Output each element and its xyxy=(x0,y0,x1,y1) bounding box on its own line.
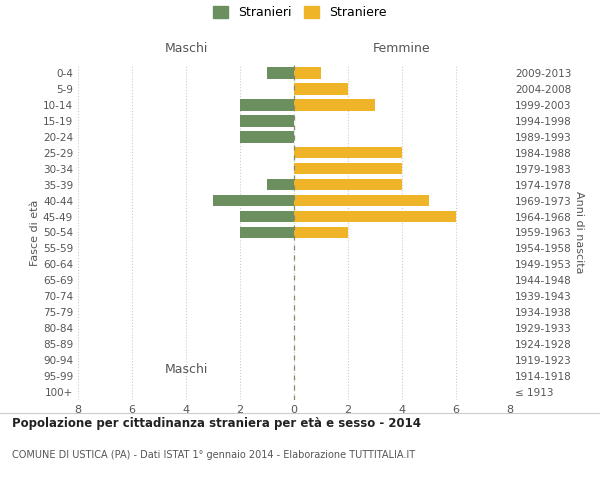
Text: COMUNE DI USTICA (PA) - Dati ISTAT 1° gennaio 2014 - Elaborazione TUTTITALIA.IT: COMUNE DI USTICA (PA) - Dati ISTAT 1° ge… xyxy=(12,450,415,460)
Bar xyxy=(294,163,402,174)
Bar xyxy=(240,115,294,126)
Bar xyxy=(240,131,294,142)
Bar xyxy=(267,179,294,190)
Legend: Stranieri, Straniere: Stranieri, Straniere xyxy=(213,6,387,19)
Y-axis label: Fasce di età: Fasce di età xyxy=(30,200,40,266)
Bar xyxy=(213,195,294,206)
Bar xyxy=(240,211,294,222)
Bar xyxy=(240,99,294,110)
Bar xyxy=(294,147,402,158)
Bar xyxy=(294,195,429,206)
Bar xyxy=(294,211,456,222)
Y-axis label: Anni di nascita: Anni di nascita xyxy=(574,191,584,274)
Bar xyxy=(294,179,402,190)
Bar xyxy=(294,227,348,238)
Bar xyxy=(240,227,294,238)
Bar xyxy=(294,99,375,110)
Text: Femmine: Femmine xyxy=(373,42,431,55)
Bar xyxy=(294,83,348,94)
Bar xyxy=(267,67,294,78)
Bar xyxy=(294,67,321,78)
Text: Popolazione per cittadinanza straniera per età e sesso - 2014: Popolazione per cittadinanza straniera p… xyxy=(12,418,421,430)
Text: Maschi: Maschi xyxy=(164,42,208,55)
Text: Maschi: Maschi xyxy=(164,362,208,376)
